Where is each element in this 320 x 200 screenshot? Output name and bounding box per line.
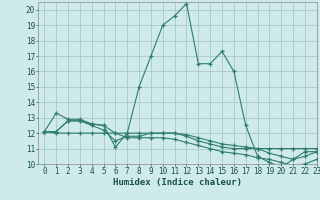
X-axis label: Humidex (Indice chaleur): Humidex (Indice chaleur) bbox=[113, 178, 242, 187]
